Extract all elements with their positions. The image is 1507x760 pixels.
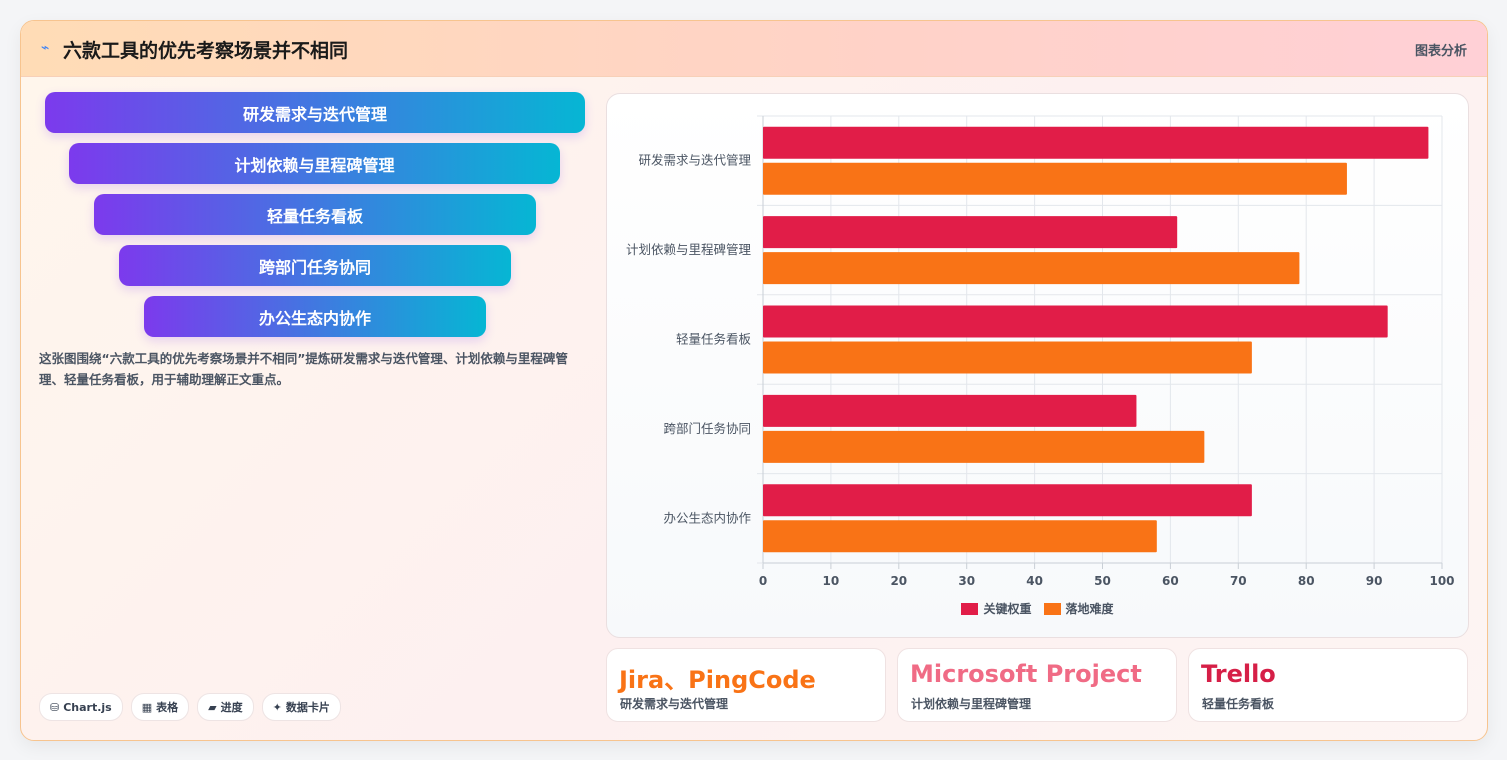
bar-weight	[763, 305, 1388, 338]
legend-swatch-difficulty	[1043, 602, 1061, 615]
chart-panel: 0 10 20 30 40 50 60 70 80 90 100 研发需求与迭代管理计划依赖与里程碑管…	[606, 93, 1469, 638]
legend-item-difficulty[interactable]: 落地难度	[1043, 600, 1114, 617]
tool-scenario: 研发需求与迭代管理	[620, 697, 729, 711]
chart-icon: ⌁	[41, 40, 50, 56]
bar-difficulty	[763, 252, 1300, 285]
analysis-card: ⌁ 六款工具的优先考察场景并不相同 图表分析 研发需求与迭代管理 计划依赖与里程…	[20, 20, 1488, 741]
sparkle-icon: ✦	[272, 700, 282, 714]
x-tick-label: 70	[1230, 574, 1247, 588]
x-tick-label: 10	[823, 574, 840, 588]
chip-label: 进度	[220, 701, 243, 714]
tool-card-trello[interactable]: Trello 轻量任务看板	[1188, 648, 1468, 722]
chip-data-cards[interactable]: ✦ 数据卡片	[261, 693, 341, 721]
tool-scenario: 轻量任务看板	[1202, 697, 1275, 711]
tool-scenario: 计划依赖与里程碑管理	[911, 697, 1032, 711]
y-tick-label: 跨部门任务协同	[663, 421, 751, 436]
card-title: 六款工具的优先考察场景并不相同	[63, 40, 349, 62]
legend-item-weight[interactable]: 关键权重	[961, 600, 1032, 617]
chip-progress[interactable]: ▰ 进度	[197, 693, 254, 721]
funnel-step-2: 计划依赖与里程碑管理	[69, 143, 560, 184]
chip-label: Chart.js	[63, 700, 112, 714]
chart-legend: 关键权重 落地难度	[607, 600, 1468, 617]
y-tick-label: 办公生态内协作	[663, 510, 751, 525]
tool-card-jira[interactable]: Jira、PingCode 研发需求与迭代管理	[606, 648, 886, 722]
y-tick-label: 轻量任务看板	[676, 332, 752, 347]
chart-description: 这张图围绕“六款工具的优先考察场景并不相同”提炼研发需求与迭代管理、计划依赖与里…	[39, 351, 568, 387]
bar-weight	[763, 394, 1137, 427]
x-tick-label: 20	[890, 574, 907, 588]
funnel-step-4: 跨部门任务协同	[119, 245, 511, 286]
chip-table[interactable]: ▦ 表格	[130, 693, 190, 721]
tech-chips: ⛁ Chart.js ▦ 表格 ▰ 进度 ✦ 数据卡片	[39, 693, 341, 721]
legend-label-weight: 关键权重	[983, 602, 1032, 616]
tool-name: Trello	[1201, 660, 1276, 688]
bar-weight	[763, 126, 1429, 159]
y-tick-label: 研发需求与迭代管理	[638, 153, 751, 168]
tool-name: Jira、PingCode	[619, 666, 816, 694]
x-tick-label: 60	[1162, 574, 1179, 588]
x-tick-label: 80	[1298, 574, 1315, 588]
x-tick-label: 40	[1026, 574, 1043, 588]
card-header: ⌁ 六款工具的优先考察场景并不相同 图表分析	[21, 21, 1487, 77]
x-tick-label: 30	[958, 574, 975, 588]
tool-card-ms-project[interactable]: Microsoft Project 计划依赖与里程碑管理	[897, 648, 1177, 722]
bar-difficulty	[763, 430, 1205, 463]
bar-weight	[763, 216, 1178, 249]
bar-chart: 0 10 20 30 40 50 60 70 80 90 100 研发需求与迭代管理计划依赖与里程碑管…	[626, 115, 1455, 588]
y-tick-label: 计划依赖与里程碑管理	[626, 242, 752, 257]
funnel-step-1: 研发需求与迭代管理	[45, 92, 585, 133]
x-tick-label: 100	[1429, 574, 1454, 588]
bar-difficulty	[763, 520, 1157, 553]
table-icon: ▦	[141, 700, 153, 714]
bar-difficulty	[763, 162, 1347, 195]
chart-analysis-tag: 图表分析	[1414, 44, 1467, 59]
funnel-step-5: 办公生态内协作	[144, 296, 486, 337]
funnel-step-3: 轻量任务看板	[94, 194, 536, 235]
x-tick-label: 0	[759, 574, 767, 588]
bar-weight	[763, 484, 1252, 517]
chip-label: 表格	[156, 701, 179, 714]
x-tick-label: 90	[1366, 574, 1383, 588]
chip-label: 数据卡片	[285, 701, 330, 714]
tool-name: Microsoft Project	[910, 660, 1142, 688]
bar-difficulty	[763, 341, 1252, 374]
x-tick-label: 50	[1094, 574, 1111, 588]
progress-icon: ▰	[208, 700, 217, 714]
legend-swatch-weight	[961, 602, 979, 615]
chip-chartjs[interactable]: ⛁ Chart.js	[39, 693, 123, 721]
legend-label-difficulty: 落地难度	[1065, 602, 1114, 616]
database-icon: ⛁	[50, 700, 60, 714]
